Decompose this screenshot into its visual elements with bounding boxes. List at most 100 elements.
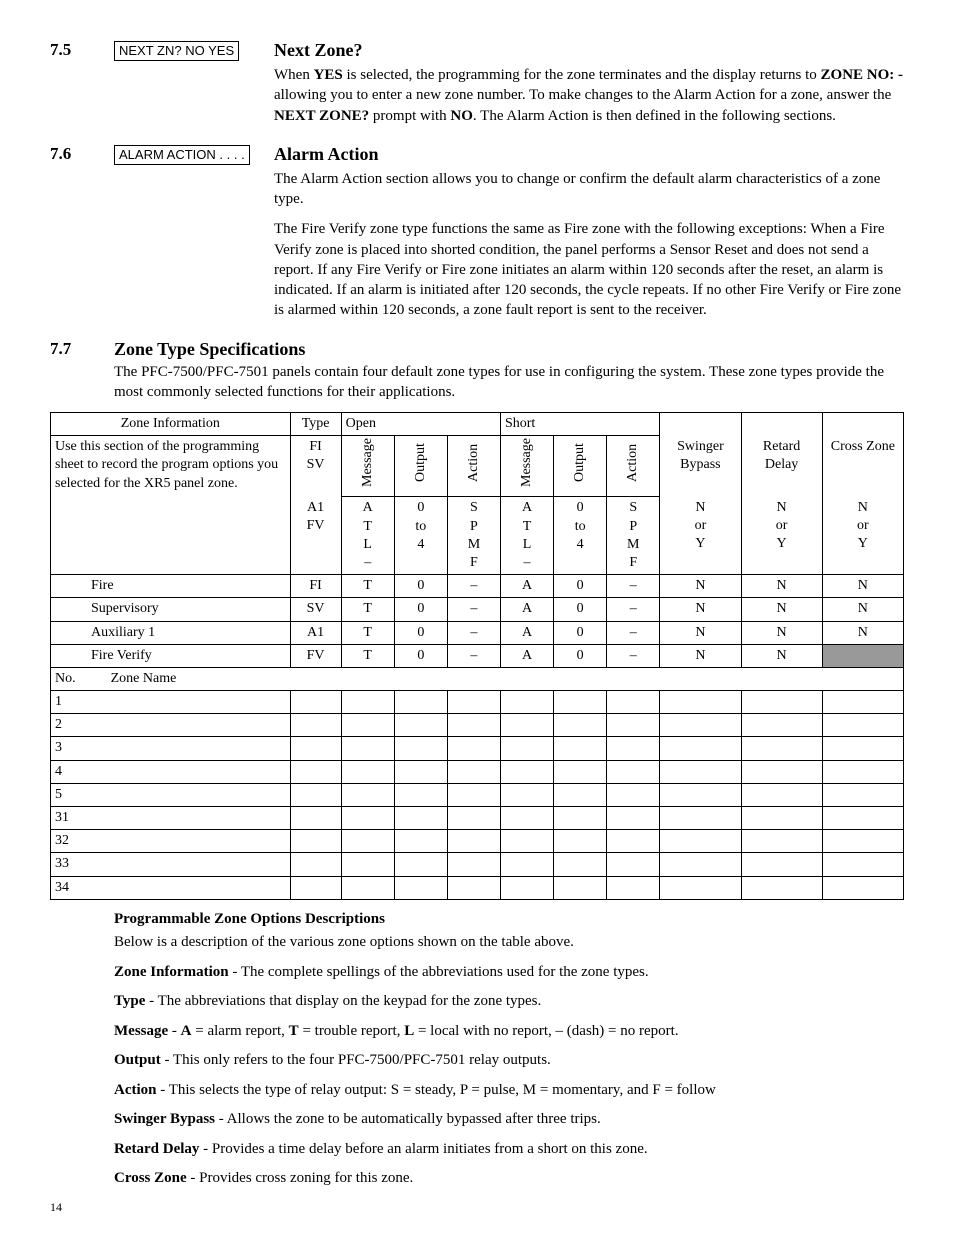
- heading-next-zone: Next Zone?: [274, 40, 904, 61]
- cell-empty: [607, 783, 660, 806]
- cell-name: Fire: [51, 575, 291, 598]
- cell-empty: [341, 691, 394, 714]
- cell-empty: [554, 783, 607, 806]
- cell-sa: –: [607, 598, 660, 621]
- cell-empty: [290, 783, 341, 806]
- cell-empty: [500, 807, 553, 830]
- cell-cz: N: [822, 621, 903, 644]
- td-ny-1: NorY: [660, 497, 741, 575]
- cell-empty: [500, 691, 553, 714]
- para-alarm-action-1: The Alarm Action section allows you to c…: [274, 169, 904, 210]
- cell-empty: [500, 737, 553, 760]
- default-row: Auxiliary 1A1T0–A0–NNN: [51, 621, 904, 644]
- cell-sa: –: [607, 621, 660, 644]
- cell-name: Supervisory: [51, 598, 291, 621]
- th-short-action: Action: [607, 436, 660, 497]
- cell-empty: [394, 783, 447, 806]
- prompt-box-alarm-action: ALARM ACTION . . . .: [114, 145, 250, 165]
- th-open-output: Output: [394, 436, 447, 497]
- section-7-5: 7.5 NEXT ZN? NO YES Next Zone? When YES …: [50, 40, 904, 136]
- cell-empty: [290, 876, 341, 899]
- th-open: Open: [341, 413, 500, 436]
- cell-empty: [554, 830, 607, 853]
- td-act-codes-1: SPMF: [447, 497, 500, 575]
- cell-type: SV: [290, 598, 341, 621]
- table-header-row-1: Zone Information Type Open Short: [51, 413, 904, 436]
- blank-row: 31: [51, 807, 904, 830]
- cell-empty: [660, 691, 741, 714]
- th-type: Type: [290, 413, 341, 436]
- cell-empty: [660, 830, 741, 853]
- cell-so: 0: [554, 644, 607, 667]
- cell-empty: [822, 783, 903, 806]
- cell-empty: [394, 760, 447, 783]
- cell-rownum: 1: [51, 691, 291, 714]
- cell-empty: [290, 714, 341, 737]
- section-number: 7.5: [50, 40, 114, 136]
- cell-empty: [500, 830, 553, 853]
- cell-sm: A: [500, 621, 553, 644]
- section-7-7: 7.7 Zone Type Specifications: [50, 339, 904, 364]
- cell-oo: 0: [394, 575, 447, 598]
- cell-empty: [500, 760, 553, 783]
- zone-type-table: Zone Information Type Open Short Use thi…: [50, 412, 904, 900]
- cell-name: Auxiliary 1: [51, 621, 291, 644]
- cell-rd: N: [741, 621, 822, 644]
- th-retard: Retard Delay: [741, 436, 822, 497]
- heading-zone-type-spec: Zone Type Specifications: [114, 339, 904, 360]
- cell-empty: [660, 807, 741, 830]
- para-zone-type-spec: The PFC-7500/PFC-7501 panels contain fou…: [114, 362, 904, 403]
- section-number: 7.6: [50, 144, 114, 331]
- cell-empty: [607, 691, 660, 714]
- para-alarm-action-2: The Fire Verify zone type functions the …: [274, 219, 904, 320]
- cell-rownum: 31: [51, 807, 291, 830]
- cell-empty: [290, 807, 341, 830]
- cell-sm: A: [500, 575, 553, 598]
- cell-sm: A: [500, 598, 553, 621]
- prompt-box-next-zn: NEXT ZN? NO YES: [114, 41, 239, 61]
- cell-empty: [741, 737, 822, 760]
- td-note-cont: [51, 497, 291, 575]
- content-column: Alarm Action The Alarm Action section al…: [274, 144, 904, 331]
- cell-type: A1: [290, 621, 341, 644]
- heading-alarm-action: Alarm Action: [274, 144, 904, 165]
- cell-empty: [394, 830, 447, 853]
- blank-row: 34: [51, 876, 904, 899]
- blank-row: 3: [51, 737, 904, 760]
- cell-empty: [447, 691, 500, 714]
- cell-empty: [822, 876, 903, 899]
- cell-rd: N: [741, 575, 822, 598]
- cell-empty: [341, 760, 394, 783]
- cell-name: Fire Verify: [51, 644, 291, 667]
- cell-empty: [394, 714, 447, 737]
- cell-om: T: [341, 598, 394, 621]
- cell-sa: –: [607, 575, 660, 598]
- cell-empty: [660, 714, 741, 737]
- cell-sm: A: [500, 644, 553, 667]
- cell-sw: N: [660, 621, 741, 644]
- cell-empty: [660, 760, 741, 783]
- td-type-codes-top: FISV: [290, 436, 341, 497]
- cell-empty: [447, 714, 500, 737]
- cell-empty: [554, 691, 607, 714]
- desc-item: Action - This selects the type of relay …: [114, 1081, 904, 1101]
- blank-row: 33: [51, 853, 904, 876]
- cell-empty: [822, 807, 903, 830]
- cell-empty: [741, 760, 822, 783]
- cell-empty: [660, 737, 741, 760]
- content-column: Zone Type Specifications: [114, 339, 904, 364]
- cell-empty: [447, 783, 500, 806]
- cell-rownum: 4: [51, 760, 291, 783]
- cell-om: T: [341, 575, 394, 598]
- cell-empty: [554, 853, 607, 876]
- th-zone-info: Zone Information: [51, 413, 291, 436]
- td-out-codes-2: 0to4: [554, 497, 607, 575]
- cell-empty: [394, 853, 447, 876]
- cell-cz: N: [822, 575, 903, 598]
- cell-rownum: 5: [51, 783, 291, 806]
- td-out-codes-1: 0to4: [394, 497, 447, 575]
- desc-item: Retard Delay - Provides a time delay bef…: [114, 1140, 904, 1160]
- th-open-message: Message: [341, 436, 394, 497]
- th-cross-empty: [822, 413, 903, 436]
- th-swinger-empty: [660, 413, 741, 436]
